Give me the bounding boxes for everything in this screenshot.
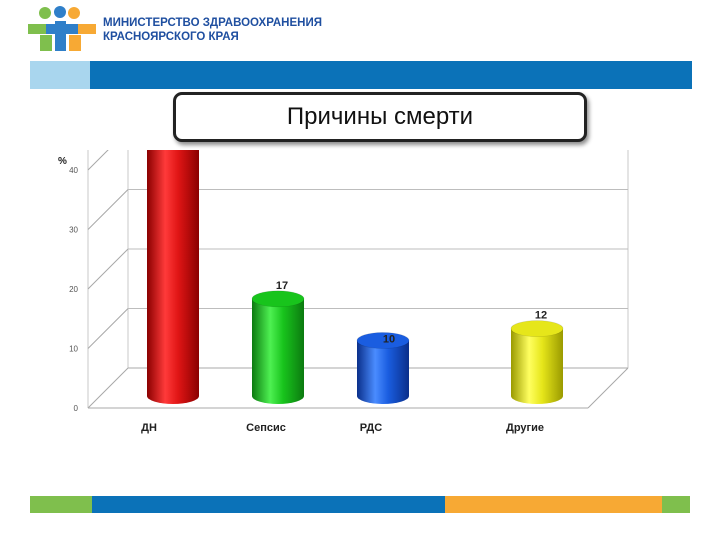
y-axis-label: % [58,156,67,167]
data-label: 12 [535,310,547,322]
bar-body [147,150,199,404]
bar-ДН [147,150,199,404]
header-band-light [30,61,90,89]
org-line-2: КРАСНОЯРСКОГО КРАЯ [103,31,239,43]
bar-top [251,290,305,308]
slide-title: Причины смерти [286,103,474,130]
x-tick-label: РДС [360,422,382,434]
x-tick-label: ДН [141,422,157,434]
bar-body [357,340,409,404]
y-tick-label: 30 [69,226,78,235]
bar-chart: 0102030405060% 60ДН17Сепсис10РДС12Другие [58,150,629,434]
footer-band [30,496,690,513]
bar-body [511,328,563,404]
data-label: 10 [383,334,395,346]
header-band-blue [90,61,692,89]
data-label: 17 [276,280,288,292]
bar-РДС [356,332,410,404]
y-tick-label: 40 [69,166,78,175]
footer-band-blue [92,496,445,513]
gridline-side [87,150,109,171]
footer-band-green-left [30,496,92,513]
bar-top [510,320,564,337]
gridline-side [87,367,129,409]
gridline-side [87,308,129,349]
footer-band-orange [445,496,662,513]
bar-top [356,332,410,349]
bar-body [252,298,304,404]
y-tick-label: 0 [74,404,79,413]
gridline-side [87,189,129,230]
header-band [30,61,692,89]
slide-title-box: Причины смерти [173,92,587,142]
x-tick-label: Сепсис [246,422,286,434]
org-line-1: МИНИСТЕРСТВО ЗДРАВООХРАНЕНИЯ [103,17,322,29]
footer-band-green-right [662,496,690,513]
ministry-logo [28,6,96,51]
bar-Другие [510,320,564,404]
bar-Сепсис [251,290,305,404]
y-tick-label: 10 [69,345,78,354]
floor-right-edge [587,367,629,409]
organization-name: МИНИСТЕРСТВО ЗДРАВООХРАНЕНИЯ КРАСНОЯРСКО… [103,16,322,44]
x-tick-label: Другие [506,422,544,434]
y-tick-label: 20 [69,285,78,294]
gridline-side [87,248,129,290]
